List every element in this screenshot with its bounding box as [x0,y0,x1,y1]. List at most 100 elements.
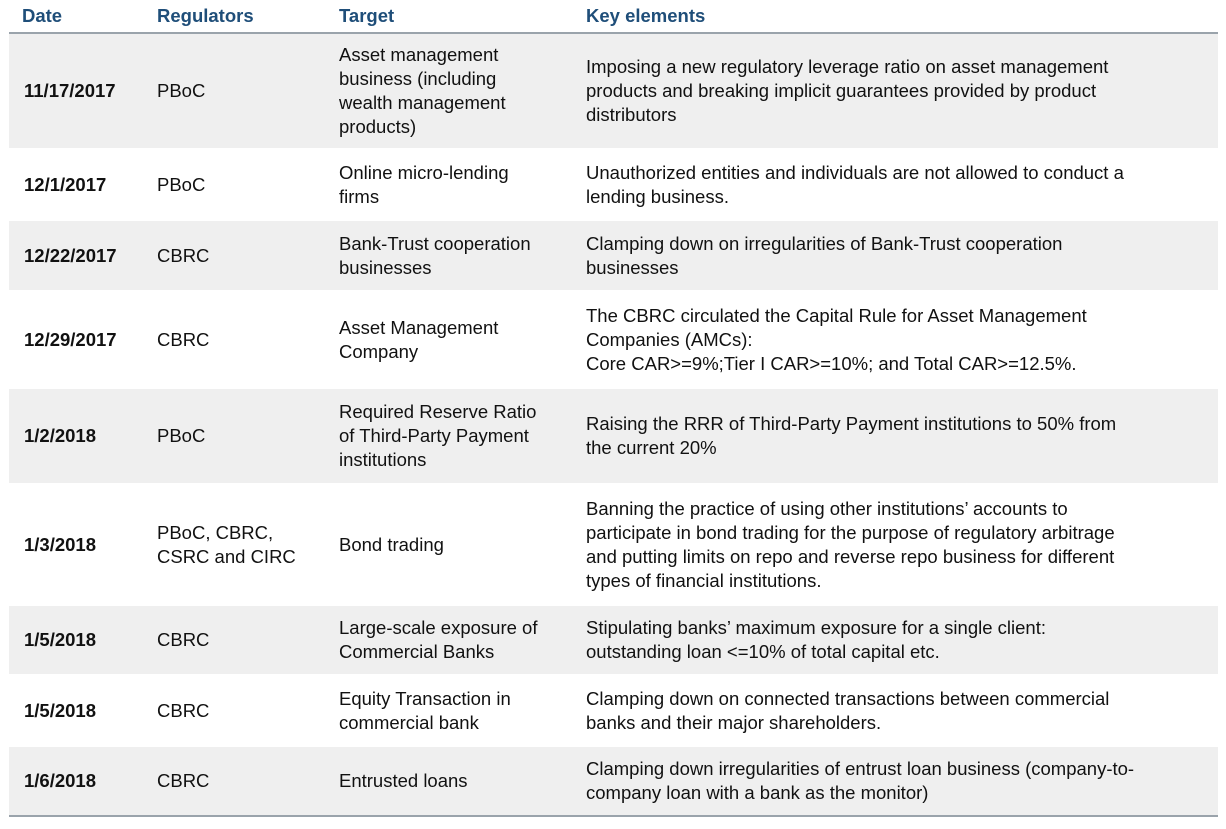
table-row: 1/3/2018 PBoC, CBRC, CSRC and CIRC Bond tra… [9,484,1218,606]
key-elements-line: Stipulating banks’ maximum exposure for … [586,617,1046,638]
key-elements-line: Clamping down irregularities of entrust … [586,758,1135,779]
target-line: Online micro-lending [339,161,509,183]
regulators-cell: CBRC [157,745,338,817]
target-line: wealth management [339,92,506,113]
key-elements-line: Companies (AMCs): [586,328,753,350]
target-cell: Entrusted loans [338,745,585,817]
header-regulators: Regulators [157,0,338,34]
key-elements-line: Banning the practice of using other inst… [586,497,1068,519]
regulators-line: CSRC and CIRC [157,545,296,567]
key-elements-line: The CBRC circulated the Capital Rule for… [586,304,1087,326]
target-line: Bond trading [339,533,444,555]
table-row: 12/29/2017 CBRC Asset Management Company The… [9,291,1218,389]
key-elements-line: Core CAR>=9%;Tier I CAR>=10%; and Total … [586,352,1077,374]
target-line: businesses [339,256,432,278]
regulators-cell: PBoC [157,33,338,151]
regulators-line: PBoC [157,425,206,446]
target-cell: Asset Management Company [338,291,585,389]
key-elements-cell: Imposing a new regulatory leverage ratio… [585,33,1218,151]
regulators-line: PBoC [157,80,206,101]
target-cell: Required Reserve Ratio of Third-Party Pay… [338,387,585,486]
target-line: Large-scale exposure of [339,617,538,638]
key-elements-line: lending business. [586,185,729,207]
header-target: Target [338,0,585,34]
table-row: 1/5/2018 CBRC Large-scale exposure of Comme… [9,604,1218,677]
date-cell: 12/22/2017 [9,219,157,293]
target-line: Asset Management [339,316,499,338]
key-elements-cell: Clamping down on irregularities of Bank-… [585,219,1218,293]
key-elements-cell: Unauthorized entities and individuals ar… [585,149,1218,221]
regulators-cell: PBoC [157,387,338,486]
key-elements-line: the current 20% [586,437,717,458]
target-line: institutions [339,449,427,470]
regulators-cell: CBRC [157,675,338,747]
table-body: 11/17/2017 PBoC Asset management business (… [9,33,1218,817]
regulators-cell: CBRC [157,219,338,293]
target-cell: Asset management business (including wealt… [338,33,585,151]
header-date: Date [9,0,157,34]
date-cell: 1/5/2018 [9,604,157,677]
target-line: Commercial Banks [339,641,495,662]
regulators-line: PBoC [157,173,206,195]
date-cell: 12/1/2017 [9,149,157,221]
regulators-cell: CBRC [157,604,338,677]
table-row: 1/2/2018 PBoC Required Reserve Ratio of Thi… [9,387,1218,486]
table-header: Date Regulators Target Key elements [9,0,1218,34]
target-line: Required Reserve Ratio [339,401,537,422]
target-cell: Bond trading [338,484,585,606]
key-elements-cell: Raising the RRR of Third-Party Payment i… [585,387,1218,486]
target-line: Bank-Trust cooperation [339,232,531,254]
regulators-line: CBRC [157,328,210,350]
key-elements-line: banks and their major shareholders. [586,711,882,733]
regulators-line: CBRC [157,244,210,266]
key-elements-line: participate in bond trading for the purp… [586,521,1115,543]
target-cell: Equity Transaction in commercial bank [338,675,585,747]
regulators-line: CBRC [157,629,210,650]
regulators-cell: PBoC [157,149,338,221]
date-cell: 12/29/2017 [9,291,157,389]
date-cell: 1/2/2018 [9,387,157,486]
key-elements-cell: Clamping down on connected transactions … [585,675,1218,747]
key-elements-cell: Clamping down irregularities of entrust … [585,745,1218,817]
target-line: Equity Transaction in [339,687,511,709]
regulators-line: CBRC [157,770,210,791]
target-line: of Third-Party Payment [339,425,529,446]
key-elements-cell: Banning the practice of using other inst… [585,484,1218,606]
target-cell: Bank-Trust cooperation businesses [338,219,585,293]
regulators-line: PBoC, CBRC, [157,521,274,543]
header-key-elements: Key elements [585,0,1218,34]
table-row: 12/22/2017 CBRC Bank-Trust cooperation busi… [9,219,1218,293]
key-elements-line: types of financial institutions. [586,569,822,591]
target-line: Asset management [339,44,499,65]
regulators-line: CBRC [157,699,210,721]
regulation-table: Date Regulators Target Key elements 11/1… [9,0,1218,817]
key-elements-cell: The CBRC circulated the Capital Rule for… [585,291,1218,389]
target-line: Company [339,340,419,362]
header-row: Date Regulators Target Key elements [9,0,1218,34]
date-cell: 11/17/2017 [9,33,157,151]
key-elements-line: distributors [586,104,677,125]
key-elements-line: Raising the RRR of Third-Party Payment i… [586,413,1117,434]
key-elements-line: Imposing a new regulatory leverage ratio… [586,56,1109,77]
table-row: 11/17/2017 PBoC Asset management business (… [9,33,1218,151]
target-line: firms [339,185,380,207]
table-row: 1/6/2018 CBRC Entrusted loans Clamping down… [9,745,1218,817]
table-row: 1/5/2018 CBRC Equity Transaction in commerc… [9,675,1218,747]
key-elements-line: company loan with a bank as the monitor) [586,782,929,803]
target-line: business (including [339,68,497,89]
key-elements-cell: Stipulating banks’ maximum exposure for … [585,604,1218,677]
target-cell: Large-scale exposure of Commercial Banks [338,604,585,677]
key-elements-line: and putting limits on repo and reverse r… [586,545,1115,567]
key-elements-line: outstanding loan <=10% of total capital … [586,641,940,662]
regulators-cell: CBRC [157,291,338,389]
target-line: products) [339,116,417,137]
key-elements-line: Clamping down on connected transactions … [586,687,1110,709]
table-row: 12/1/2017 PBoC Online micro-lending firms Un… [9,149,1218,221]
target-line: commercial bank [339,711,479,733]
key-elements-line: Clamping down on irregularities of Bank-… [586,232,1063,254]
regulators-cell: PBoC, CBRC, CSRC and CIRC [157,484,338,606]
date-cell: 1/3/2018 [9,484,157,606]
target-line: Entrusted loans [339,770,468,791]
target-cell: Online micro-lending firms [338,149,585,221]
